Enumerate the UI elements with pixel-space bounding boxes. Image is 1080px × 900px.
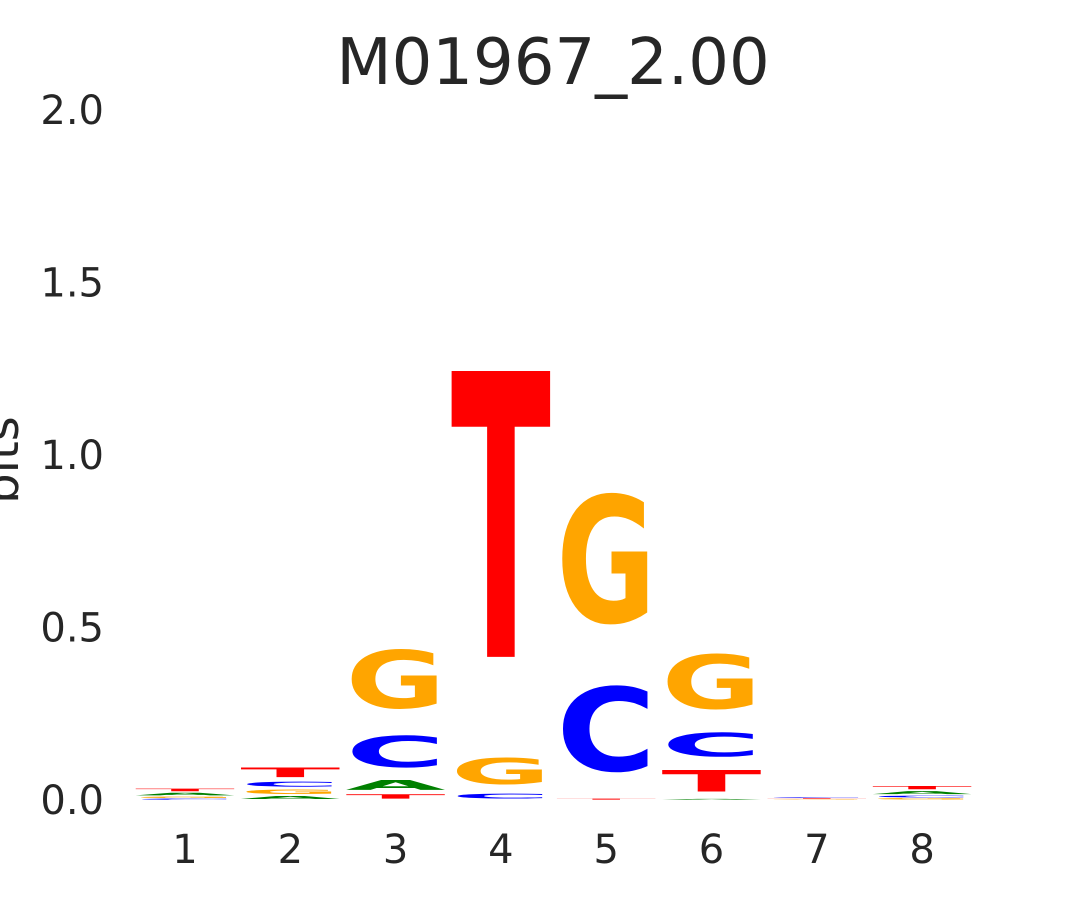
y-axis-ticks: 0.0 0.5 1.0 1.5 2.0 — [40, 88, 104, 824]
logo-letter-t: T — [556, 798, 656, 800]
logo-letter-c: C — [872, 795, 972, 798]
x-tick-label: 7 — [804, 827, 829, 873]
x-tick-label: 2 — [278, 827, 303, 873]
y-tick-label: 1.5 — [40, 261, 104, 307]
logo-letter-g: G — [240, 788, 340, 795]
logo-letter-g: G — [767, 799, 867, 800]
logo-letter-t: T — [872, 785, 972, 790]
y-tick-label: 0.0 — [40, 778, 104, 824]
logo-letter-c: C — [556, 664, 656, 798]
x-tick-label: 8 — [909, 827, 934, 873]
y-tick-label: 1.0 — [40, 433, 104, 479]
y-tick-label: 0.5 — [40, 606, 104, 652]
x-tick-label: 6 — [699, 827, 724, 873]
logo-letter-g: G — [556, 462, 656, 664]
logo-letter-c: C — [346, 727, 446, 777]
logo-letter-a: A — [240, 795, 340, 800]
logo-letter-t: T — [662, 764, 762, 798]
logo-letter-c: C — [135, 798, 235, 800]
logo-letter-a: A — [662, 799, 762, 800]
logo-letter-a: A — [135, 792, 235, 796]
x-tick-label: 3 — [383, 827, 408, 873]
x-axis-ticks: 1 2 3 4 5 6 7 8 — [172, 827, 935, 873]
logo-letter-t: T — [767, 798, 867, 799]
chart-title: M01967_2.00 — [336, 26, 769, 100]
logo-letter-t: T — [135, 788, 235, 792]
logo-letter-g: G — [451, 752, 551, 793]
logo-letter-g: G — [662, 640, 762, 726]
x-tick-label: 4 — [488, 827, 513, 873]
logo-letter-g: G — [346, 635, 446, 728]
logo-letter-g: G — [872, 798, 972, 800]
y-axis-label: bits — [0, 416, 30, 504]
logo-letter-g: G — [135, 796, 235, 798]
x-tick-label: 5 — [593, 827, 618, 873]
y-tick-label: 2.0 — [40, 88, 104, 134]
logo-letter-c: C — [451, 792, 551, 800]
logo-letter-t: T — [346, 793, 446, 800]
logo-letter-t: T — [240, 765, 340, 781]
logo-letter-a: A — [346, 777, 446, 793]
logo-letter-c: C — [240, 780, 340, 788]
logo-letter-t: T — [451, 293, 552, 750]
x-tick-label: 1 — [172, 827, 197, 873]
logo-letter-c: C — [662, 727, 762, 765]
logo-letter-a: A — [872, 790, 972, 795]
logo-letter-c: C — [767, 797, 867, 798]
